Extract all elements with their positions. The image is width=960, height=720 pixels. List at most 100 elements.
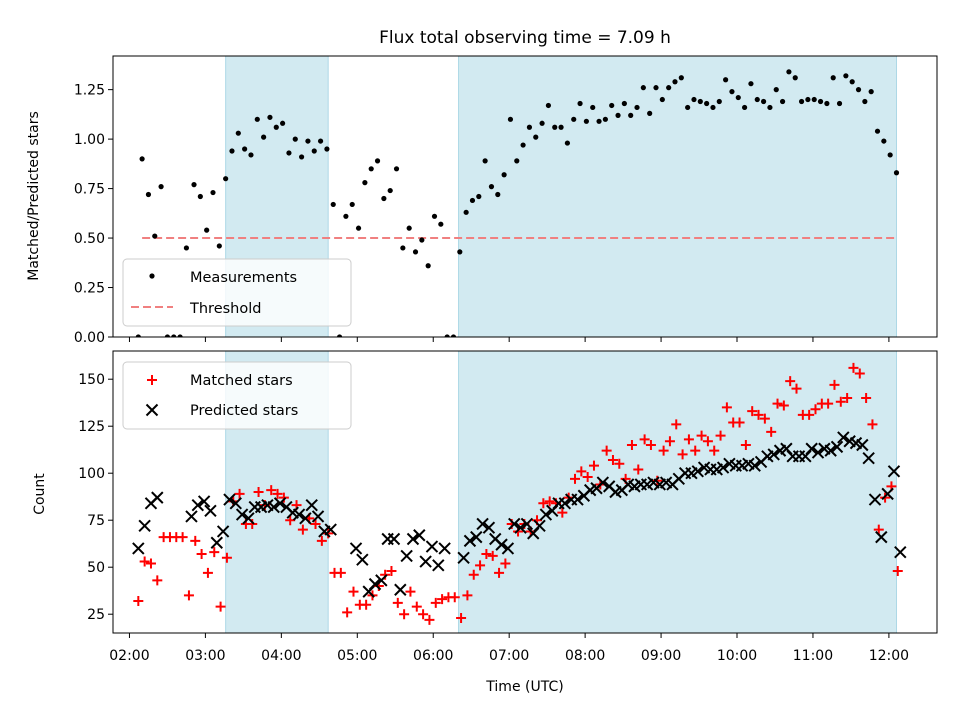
matched-star-point [804,409,815,420]
measurement-point [171,334,177,337]
matched-star-point [842,393,853,403]
measurement-point [862,98,868,105]
predicted-star-point [191,498,205,512]
matched-star-point [348,586,359,597]
matched-star-point [392,597,403,608]
matched-star-point [823,398,834,409]
measurement-point [476,193,482,200]
matched-star-point [272,488,283,499]
matched-star-point [538,498,549,509]
matched-star-point [702,436,713,447]
measurement-point [336,334,343,337]
measurement-point [444,334,450,337]
matched-star-point [500,558,511,569]
measurement-point [615,112,621,118]
predicted-star-point [324,523,337,536]
measurement-point [393,166,400,172]
matched-star-point [582,471,593,482]
matched-star-point [829,379,840,390]
predicted-star-point [356,553,369,566]
measurement-point [183,245,190,251]
measurement-point [742,104,748,111]
measurement-point [298,154,305,160]
measurement-point [552,124,558,130]
measurement-point [881,138,887,144]
bottom-shaded-region [458,350,897,634]
matched-star-point [690,445,701,456]
matched-star-point [854,368,865,379]
matched-star-point [411,601,422,612]
measurement-point [431,213,438,219]
predicted-star-point [229,497,242,510]
x-tick-label: 06:00 [413,648,453,664]
matched-star-point [607,455,618,466]
bottom-legend-box [122,361,352,430]
legend-measurements-label: Measurements [190,270,297,286]
matched-star-point [544,496,555,507]
measurement-point [710,104,716,111]
predicted-star-point [292,508,306,521]
measurement-point [374,158,381,164]
matched-star-point [481,549,492,560]
matched-star-point [626,440,637,450]
measurement-point [387,187,393,194]
measurement-point [406,225,412,231]
matched-star-point [437,594,448,605]
matched-star-point [677,449,688,460]
top-shaded-region [458,55,897,338]
matched-star-point [778,400,789,411]
x-tick-label: 03:00 [185,648,225,664]
matched-star-point [734,417,745,428]
measurement-point [526,124,533,130]
matched-star-point [456,612,467,623]
chart-title: Flux total observing time = 7.09 h [379,28,671,48]
x-tick-label: 04:00 [261,648,301,664]
measurement-point [754,96,760,103]
measurement-point [887,152,893,158]
measurement-point [520,142,526,148]
measurement-point [330,201,336,208]
predicted-star-point [273,497,287,510]
predicted-star-point [197,495,211,508]
measurement-point [362,180,368,186]
measurement-point [621,100,627,107]
measurement-point [596,118,602,124]
x-tick-label: 02:00 [109,648,149,664]
measurement-point [355,225,362,231]
predicted-star-point [242,512,255,525]
matched-star-point [386,565,397,576]
predicted-star-point [881,487,894,501]
bottom-y-tick-label: 100 [78,466,105,482]
matched-star-point [873,524,884,535]
matched-star-point [487,550,498,561]
matched-star-point [867,419,878,430]
matched-star-point [588,460,599,471]
predicted-star-point [223,493,236,506]
predicted-star-point [495,538,508,551]
matched-star-point [671,419,682,430]
predicted-star-point [235,508,249,521]
measurement-point [280,120,286,126]
matched-star-point [601,445,612,456]
matched-star-point [614,458,625,469]
matched-star-point [709,445,720,456]
measurement-point [767,104,773,111]
matched-star-point [221,552,232,563]
matched-star-point [740,440,751,450]
measurement-point [685,104,691,111]
x-tick-label: 07:00 [489,648,529,664]
measurement-point [545,102,552,109]
measurement-point [273,124,279,130]
matched-star-point [766,426,777,437]
matched-star-point [810,404,821,415]
measurement-point [457,249,463,255]
legend-threshold-label: Threshold [189,301,261,317]
matched-star-point [664,436,675,447]
measurement-point [666,85,672,91]
measurement-point [697,98,703,105]
matched-star-point [380,569,391,580]
measurement-point [324,146,330,152]
matched-star-point [152,575,163,586]
x-tick-label: 09:00 [641,648,681,664]
matched-star-point [310,518,321,529]
